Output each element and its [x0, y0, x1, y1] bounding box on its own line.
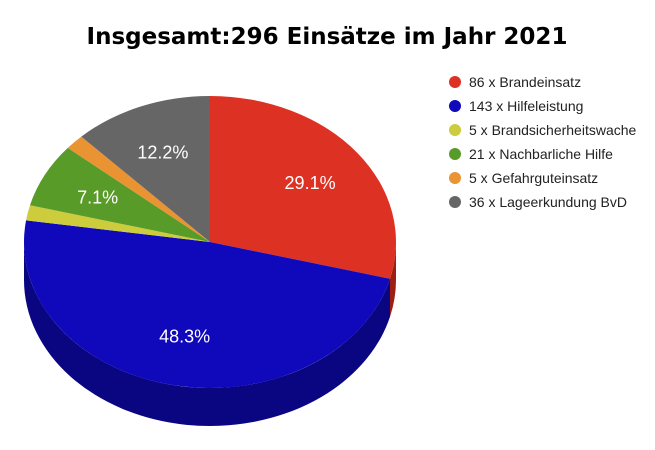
pie-percent-labels: 29.1% 48.3% 7.1% 12.2%: [77, 143, 335, 347]
legend-marker: [449, 124, 461, 136]
legend-marker: [449, 100, 461, 112]
slice-percent-label: 48.3%: [159, 326, 210, 346]
legend-item-86-x-brandeinsatz: 86 x Brandeinsatz: [449, 74, 581, 90]
slice-percent-label: 12.2%: [137, 143, 188, 163]
legend-label: 5 x Brandsicherheitswache: [469, 122, 637, 138]
pie-side-walls: [24, 242, 396, 427]
pie-slice-143-x-hilfeleistung: [23, 220, 390, 389]
legend-marker: [449, 76, 461, 88]
chart-title: Insgesamt:296 Einsätze im Jahr 2021: [87, 24, 568, 50]
slice-percent-label: 29.1%: [285, 173, 336, 193]
legend-item-21-x-nachbarliche-hilfe: 21 x Nachbarliche Hilfe: [449, 146, 613, 162]
pie-slice-5-x-brandsicherheitswache: [26, 205, 210, 242]
legend-label: 5 x Gefahrguteinsatz: [469, 170, 598, 186]
pie-slice-21-x-nachbarliche-hilfe: [30, 147, 210, 242]
legend-item-5-x-gefahrguteinsatz: 5 x Gefahrguteinsatz: [449, 170, 598, 186]
pie-side-143-x-hilfeleistung: [24, 242, 390, 427]
legend-marker: [449, 196, 461, 208]
pie-side-86-x-brandeinsatz: [389, 242, 396, 317]
legend-item-5-x-brandsicherheitswache: 5 x Brandsicherheitswache: [449, 122, 637, 138]
pie-slices: [23, 96, 396, 389]
legend-label: 86 x Brandeinsatz: [469, 74, 581, 90]
legend-marker: [449, 172, 461, 184]
legend-item-36-x-lageerkundung-bvd: 36 x Lageerkundung BvD: [449, 194, 627, 210]
legend-marker: [449, 148, 461, 160]
legend-item-143-x-hilfeleistung: 143 x Hilfeleistung: [449, 98, 583, 114]
legend-label: 21 x Nachbarliche Hilfe: [469, 146, 613, 162]
legend-label: 143 x Hilfeleistung: [469, 98, 583, 114]
legend-label: 36 x Lageerkundung BvD: [469, 194, 627, 210]
pie-slice-5-x-gefahrguteinsatz: [67, 136, 210, 242]
legend: 86 x Brandeinsatz 143 x Hilfeleistung 5 x …: [449, 74, 637, 210]
pie-slice-86-x-brandeinsatz: [210, 96, 396, 279]
pie-slice-36-x-lageerkundung-bvd: [81, 96, 210, 242]
slice-percent-label: 7.1%: [77, 188, 118, 208]
